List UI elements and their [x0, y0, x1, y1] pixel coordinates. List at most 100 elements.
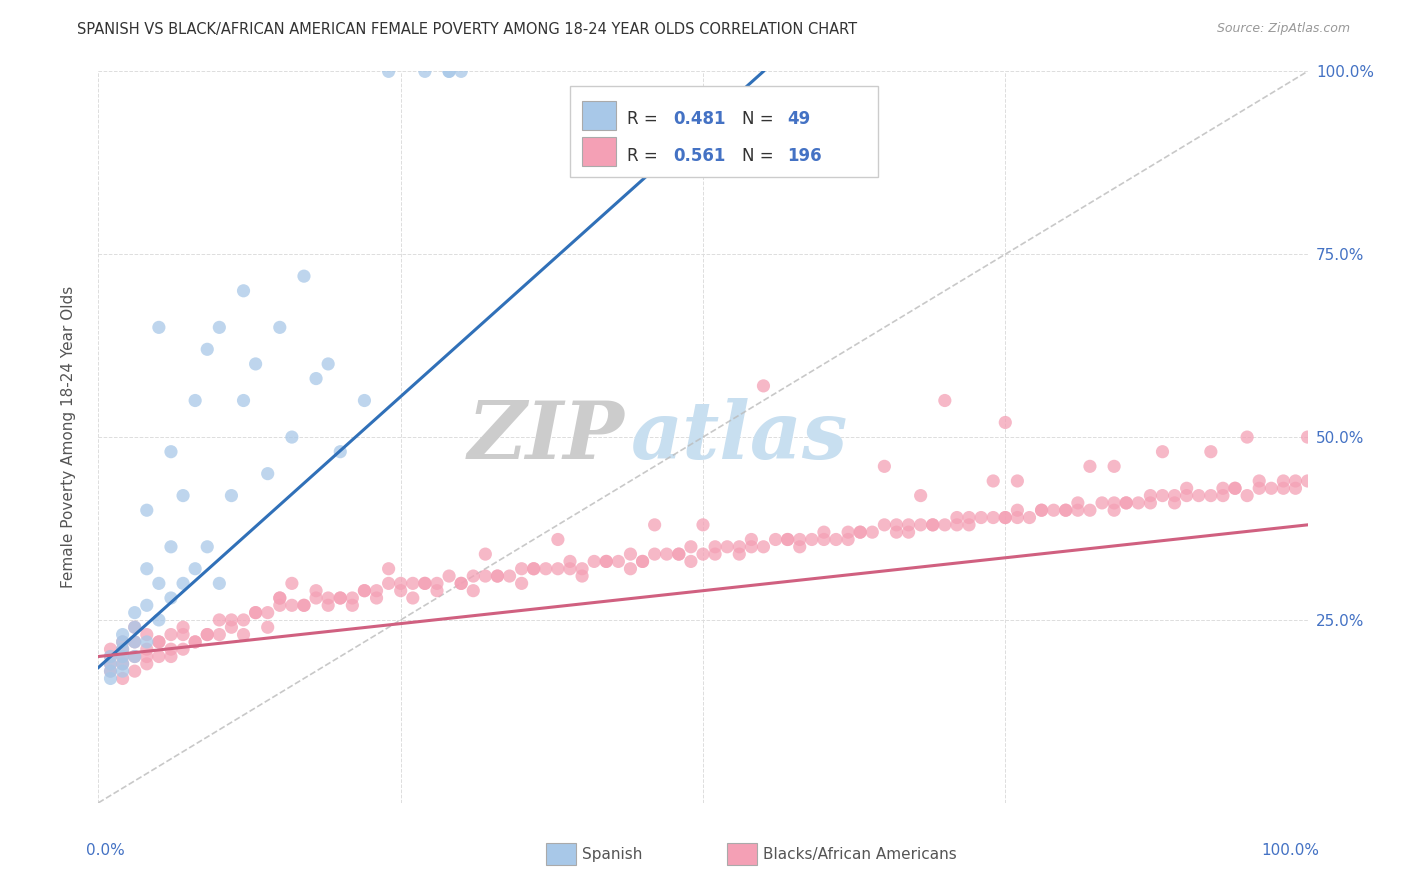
- Text: 196: 196: [787, 146, 823, 165]
- Point: [1102, 503, 1125, 517]
- Point: [124, 664, 146, 678]
- Point: [256, 606, 278, 620]
- Point: [837, 525, 859, 540]
- Point: [135, 635, 157, 649]
- Text: Blacks/African Americans: Blacks/African Americans: [763, 847, 957, 862]
- Point: [426, 576, 449, 591]
- Point: [523, 562, 546, 576]
- Point: [124, 635, 146, 649]
- Point: [437, 64, 460, 78]
- Point: [692, 517, 714, 532]
- Point: [450, 576, 472, 591]
- Point: [1031, 503, 1053, 517]
- Point: [281, 599, 304, 613]
- Point: [510, 576, 533, 591]
- Point: [1175, 481, 1198, 495]
- Point: [474, 569, 496, 583]
- Text: 100.0%: 100.0%: [1261, 843, 1320, 858]
- Point: [1067, 496, 1090, 510]
- Point: [1152, 489, 1174, 503]
- Point: [100, 642, 122, 657]
- Text: atlas: atlas: [630, 399, 848, 475]
- Point: [342, 591, 364, 605]
- Point: [172, 576, 194, 591]
- Point: [292, 599, 315, 613]
- Point: [1115, 496, 1137, 510]
- Point: [221, 620, 243, 634]
- Point: [631, 554, 654, 568]
- Point: [184, 635, 207, 649]
- Point: [886, 525, 908, 540]
- Point: [607, 554, 630, 568]
- Point: [160, 540, 183, 554]
- Point: [1223, 481, 1246, 495]
- Point: [813, 525, 835, 540]
- Point: [305, 591, 328, 605]
- Point: [789, 533, 811, 547]
- Point: [148, 613, 170, 627]
- Point: [389, 576, 412, 591]
- Point: [232, 284, 254, 298]
- Point: [1078, 503, 1101, 517]
- Point: [160, 642, 183, 657]
- Point: [1296, 430, 1319, 444]
- Point: [135, 599, 157, 613]
- Point: [679, 540, 702, 554]
- Point: [1139, 489, 1161, 503]
- Point: [994, 510, 1017, 524]
- Point: [269, 599, 291, 613]
- Point: [111, 664, 134, 678]
- Point: [957, 510, 980, 524]
- Point: [426, 583, 449, 598]
- Point: [474, 547, 496, 561]
- Point: [172, 489, 194, 503]
- Point: [1249, 474, 1271, 488]
- Point: [789, 540, 811, 554]
- Point: [679, 554, 702, 568]
- Point: [1067, 503, 1090, 517]
- Point: [124, 620, 146, 634]
- Point: [316, 599, 339, 613]
- Point: [1212, 481, 1234, 495]
- Point: [1078, 459, 1101, 474]
- Point: [402, 576, 425, 591]
- Point: [644, 517, 666, 532]
- Point: [353, 583, 375, 598]
- Point: [450, 64, 472, 78]
- Point: [1236, 489, 1258, 503]
- Point: [776, 533, 799, 547]
- Point: [402, 591, 425, 605]
- Point: [1163, 489, 1185, 503]
- Point: [704, 547, 727, 561]
- Point: [208, 320, 231, 334]
- Point: [1091, 496, 1114, 510]
- Point: [208, 576, 231, 591]
- Point: [316, 591, 339, 605]
- Point: [111, 642, 134, 657]
- Point: [1199, 444, 1222, 458]
- Point: [486, 569, 509, 583]
- Point: [221, 489, 243, 503]
- Point: [1115, 496, 1137, 510]
- Point: [1284, 481, 1306, 495]
- Point: [886, 517, 908, 532]
- Point: [148, 649, 170, 664]
- Point: [305, 371, 328, 385]
- Point: [124, 649, 146, 664]
- Point: [873, 459, 896, 474]
- Text: R =: R =: [627, 146, 662, 165]
- Point: [934, 517, 956, 532]
- Point: [124, 606, 146, 620]
- Point: [377, 64, 399, 78]
- Point: [970, 510, 993, 524]
- Point: [704, 540, 727, 554]
- Point: [1296, 474, 1319, 488]
- Text: N =: N =: [742, 110, 779, 128]
- Point: [135, 642, 157, 657]
- Point: [245, 606, 267, 620]
- Point: [413, 576, 436, 591]
- Point: [1102, 459, 1125, 474]
- Point: [232, 393, 254, 408]
- Point: [292, 269, 315, 284]
- Point: [873, 517, 896, 532]
